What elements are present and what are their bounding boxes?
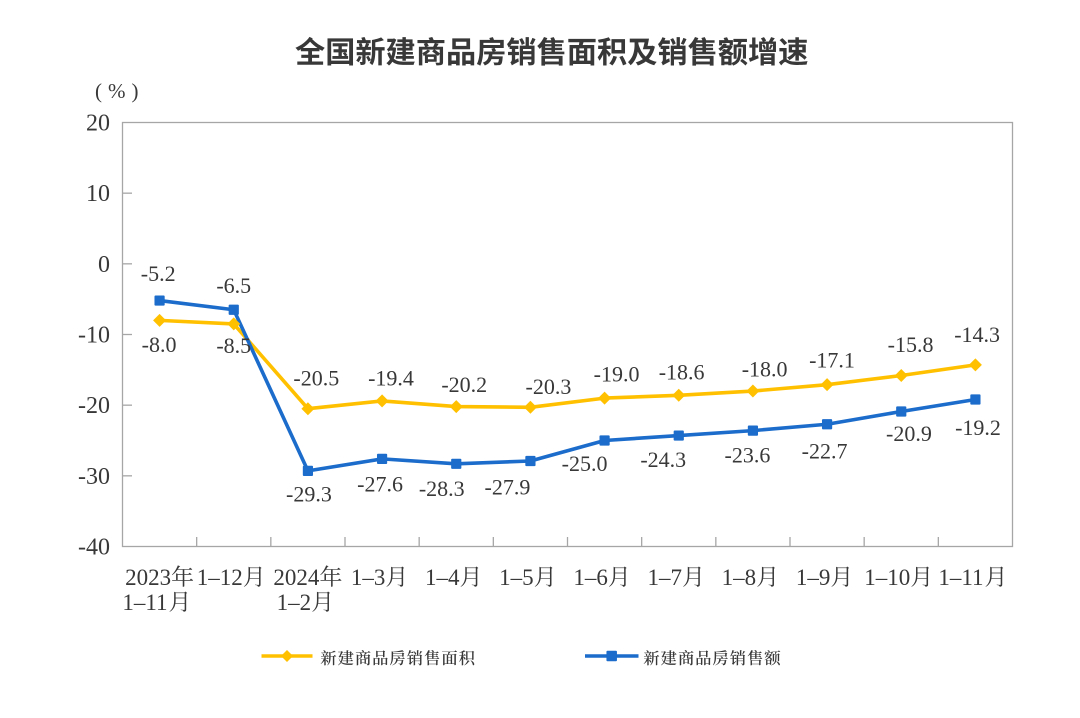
- svg-text:-40: -40: [78, 535, 110, 561]
- svg-text:-28.3: -28.3: [419, 476, 465, 501]
- svg-text:1–2: 1–2: [277, 590, 312, 615]
- svg-text:-18.0: -18.0: [742, 357, 788, 382]
- svg-text:2023: 2023: [125, 565, 171, 590]
- svg-text:-29.3: -29.3: [286, 481, 332, 506]
- svg-text:-27.9: -27.9: [485, 474, 531, 499]
- svg-text:-19.0: -19.0: [594, 362, 640, 387]
- svg-text:-20.9: -20.9: [886, 421, 932, 446]
- svg-text:1–5: 1–5: [499, 565, 534, 590]
- svg-text:-8.0: -8.0: [142, 332, 177, 357]
- svg-text:-15.8: -15.8: [888, 332, 934, 357]
- svg-text:10: 10: [86, 181, 110, 207]
- svg-text:1–12: 1–12: [197, 565, 243, 590]
- svg-text:1–8: 1–8: [722, 565, 757, 590]
- svg-text:1–9: 1–9: [796, 565, 831, 590]
- svg-text:1–4: 1–4: [425, 565, 460, 590]
- svg-text:2024: 2024: [273, 565, 320, 590]
- svg-text:-14.3: -14.3: [954, 322, 1000, 347]
- svg-text:-24.3: -24.3: [640, 447, 686, 472]
- svg-text:1–6: 1–6: [573, 565, 608, 590]
- svg-text:-18.6: -18.6: [659, 359, 705, 384]
- svg-text:1–10: 1–10: [864, 565, 910, 590]
- svg-text:1–11: 1–11: [938, 565, 983, 590]
- svg-text:(%): (%): [95, 79, 144, 103]
- svg-text:-25.0: -25.0: [562, 451, 608, 476]
- svg-text:-5.2: -5.2: [141, 261, 176, 286]
- svg-text:-19.4: -19.4: [368, 365, 414, 390]
- svg-text:-17.1: -17.1: [809, 348, 855, 373]
- svg-text:-22.7: -22.7: [802, 438, 848, 463]
- svg-text:-20: -20: [78, 393, 110, 419]
- svg-text:-23.6: -23.6: [725, 443, 771, 468]
- svg-text:20: 20: [86, 111, 110, 137]
- svg-text:-20.5: -20.5: [293, 365, 339, 390]
- svg-text:-20.2: -20.2: [441, 372, 487, 397]
- svg-text:1–11: 1–11: [122, 590, 167, 615]
- svg-text:-8.5: -8.5: [216, 333, 251, 358]
- svg-text:-30: -30: [78, 464, 110, 490]
- svg-text:1–7: 1–7: [648, 565, 683, 590]
- svg-text:-27.6: -27.6: [357, 471, 403, 496]
- svg-text:-10: -10: [78, 323, 110, 349]
- svg-text:-19.2: -19.2: [955, 415, 1001, 440]
- svg-text:-6.5: -6.5: [216, 273, 251, 298]
- svg-text:1–3: 1–3: [351, 565, 386, 590]
- svg-text:0: 0: [98, 252, 110, 278]
- svg-text:-20.3: -20.3: [526, 374, 572, 399]
